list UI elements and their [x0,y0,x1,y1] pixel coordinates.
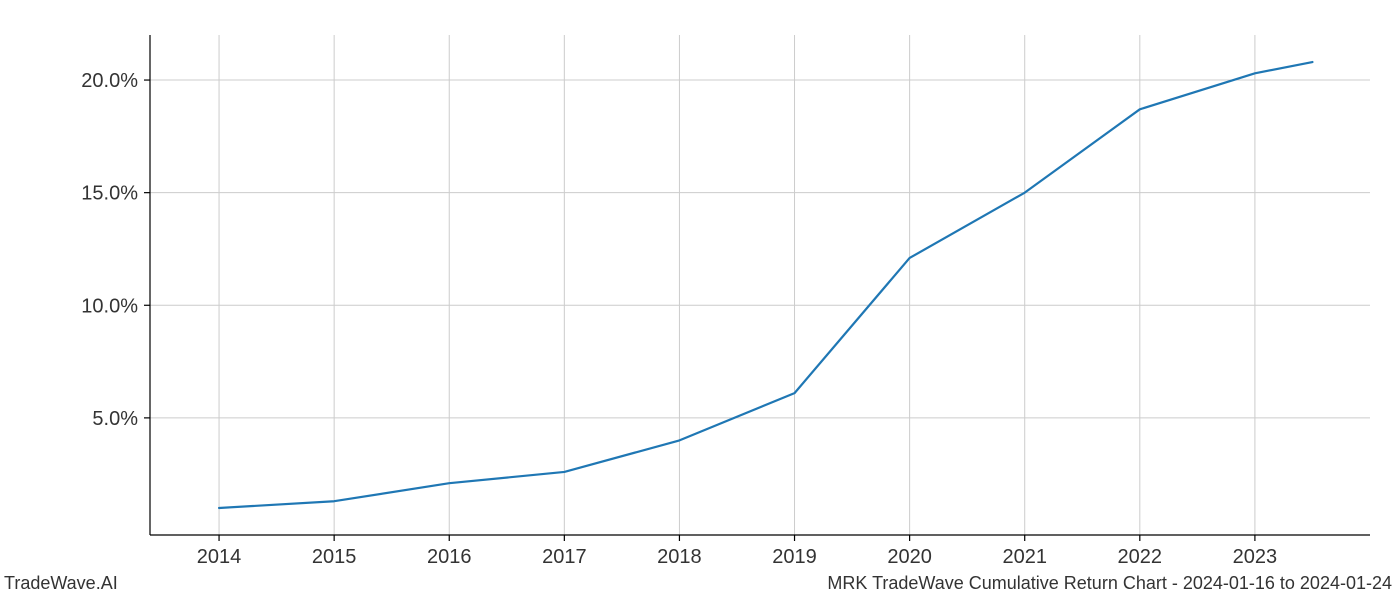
x-tick-label: 2019 [772,546,817,568]
x-tick-label: 2022 [1118,546,1163,568]
chart-bg [0,0,1400,600]
x-tick-label: 2018 [657,546,702,568]
line-chart: 2014 2015 2016 2017 2018 2019 2020 2021 2022 2023… [0,0,1400,600]
y-tick-label: 5.0% [92,408,138,430]
x-tick-label: 2023 [1233,546,1278,568]
y-tick-label: 15.0% [81,183,138,205]
x-tick-label: 2014 [197,546,242,568]
footer-brand: TradeWave.AI [4,573,118,594]
y-tick-label: 20.0% [81,70,138,92]
chart-container: 2014 2015 2016 2017 2018 2019 2020 2021 2022 2023… [0,0,1400,600]
x-tick-label: 2015 [312,546,357,568]
footer-caption: MRK TradeWave Cumulative Return Chart - … [827,573,1392,594]
x-tick-label: 2020 [887,546,932,568]
x-tick-label: 2017 [542,546,587,568]
x-tick-label: 2016 [427,546,472,568]
x-tick-label: 2021 [1002,546,1047,568]
y-tick-label: 10.0% [81,295,138,317]
